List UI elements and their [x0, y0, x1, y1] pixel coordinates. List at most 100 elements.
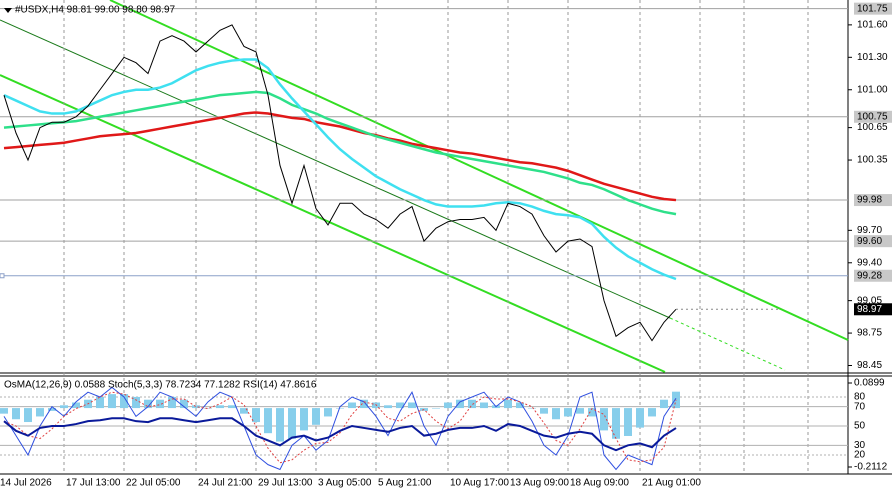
osma-bar: [312, 408, 320, 425]
osma-bar: [612, 408, 620, 439]
osma-bar: [540, 408, 548, 414]
channel-line: [109, 0, 849, 341]
osma-bar: [168, 396, 176, 409]
osma-bar: [432, 408, 440, 409]
osma-bar: [228, 405, 236, 409]
y-tick-label: 99.40: [857, 257, 882, 268]
osma-bar: [192, 405, 200, 409]
channel-line: [0, 74, 666, 373]
osma-bar: [24, 408, 32, 423]
osma-bar: [564, 408, 572, 417]
osma-bar: [600, 408, 608, 431]
level-handle: [0, 273, 5, 279]
osma-bar: [276, 408, 284, 442]
oscillator-line: [3, 417, 677, 452]
moving-average: [3, 111, 677, 202]
level-label: 100.75: [857, 111, 888, 122]
osma-bar: [156, 399, 164, 409]
level-label: 101.75: [857, 3, 888, 14]
level-label-bg: [854, 2, 892, 15]
oscillator-line: [3, 386, 677, 471]
osma-bar: [60, 405, 68, 409]
y-tick-label: 99.05: [857, 295, 882, 306]
x-tick-label: 17 Jul 13:00: [66, 478, 121, 489]
osma-bar: [336, 408, 344, 409]
osma-bar: [636, 408, 644, 428]
osma-bar: [396, 402, 404, 409]
x-tick-label: 14 Jul 2026: [0, 478, 52, 489]
osma-bar: [120, 394, 128, 409]
osma-bar: [348, 402, 356, 409]
moving-average: [3, 90, 677, 216]
osma-bar: [108, 394, 116, 409]
y-tick-label: 98.75: [857, 328, 882, 339]
osma-bar: [360, 399, 368, 409]
oscillator-line: [3, 391, 677, 464]
level-label: 99.98: [857, 195, 882, 206]
y-tick-label: 98.45: [857, 360, 882, 371]
last-price-bg: [854, 303, 892, 316]
level-label-bg: [854, 110, 892, 123]
osma-bar: [552, 408, 560, 420]
osma-bar: [468, 399, 476, 409]
osc-tick-label: 30: [854, 440, 866, 451]
osc-tick-label: 50: [854, 421, 866, 432]
osma-bar: [72, 402, 80, 409]
osma-bar: [252, 408, 260, 423]
osma-bar: [456, 399, 464, 409]
osma-tick-label: -0.2112: [854, 462, 888, 473]
osma-bar: [324, 408, 332, 417]
osma-bar: [0, 408, 8, 414]
x-tick-label: 29 Jul 13:00: [258, 478, 313, 489]
osma-bar: [240, 408, 248, 414]
osma-tick-label: 0.0899: [854, 378, 885, 389]
osma-bar: [204, 408, 212, 409]
osma-bar: [660, 399, 668, 409]
y-tick-label: 101.60: [857, 20, 888, 31]
osc-tick-label: 20: [854, 450, 866, 461]
osma-bar: [588, 408, 596, 417]
level-label-bg: [854, 235, 892, 248]
osma-bar: [216, 405, 224, 409]
osc-tick-label: 80: [854, 392, 866, 403]
moving-average: [3, 58, 677, 281]
osma-bar: [648, 408, 656, 417]
osma-bar: [180, 399, 188, 409]
osma-bar: [36, 408, 44, 417]
osma-bar: [444, 402, 452, 409]
osma-bar: [624, 408, 632, 436]
dropdown-icon[interactable]: [4, 8, 12, 13]
osma-bar: [528, 408, 536, 409]
osma-bar: [144, 399, 152, 409]
x-tick-label: 13 Aug 09:00: [510, 478, 569, 489]
osma-bar: [288, 408, 296, 439]
x-tick-label: 3 Aug 05:00: [318, 478, 372, 489]
y-tick-label: 101.30: [857, 52, 888, 63]
x-tick-label: 24 Jul 21:00: [198, 478, 253, 489]
osma-bar: [264, 408, 272, 434]
y-tick-label: 100.65: [857, 122, 888, 133]
channel-mid-line: [0, 19, 671, 319]
level-label-bg: [854, 269, 892, 282]
osma-bar: [504, 399, 512, 409]
indicator-label: OsMA(12,26,9) 0.0588 Stoch(5,3,3) 78.723…: [4, 380, 317, 391]
chart-header: #USDX,H4 98.81 99.00 98.80 98.97: [15, 5, 176, 16]
level-label: 99.28: [857, 270, 882, 281]
osma-bar: [516, 402, 524, 409]
last-price-label: 98.97: [857, 304, 882, 315]
osma-bar: [384, 405, 392, 409]
x-tick-label: 5 Aug 21:00: [378, 478, 432, 489]
osma-bar: [12, 408, 20, 420]
y-tick-label: 99.70: [857, 225, 882, 236]
x-tick-label: 18 Aug 09:00: [570, 478, 629, 489]
level-label: 99.60: [857, 236, 882, 247]
level-label-bg: [854, 194, 892, 207]
osma-bar: [132, 396, 140, 409]
price-line: [3, 24, 677, 342]
x-tick-label: 10 Aug 17:00: [450, 478, 509, 489]
osma-bar: [96, 396, 104, 409]
osma-bar: [48, 408, 56, 411]
